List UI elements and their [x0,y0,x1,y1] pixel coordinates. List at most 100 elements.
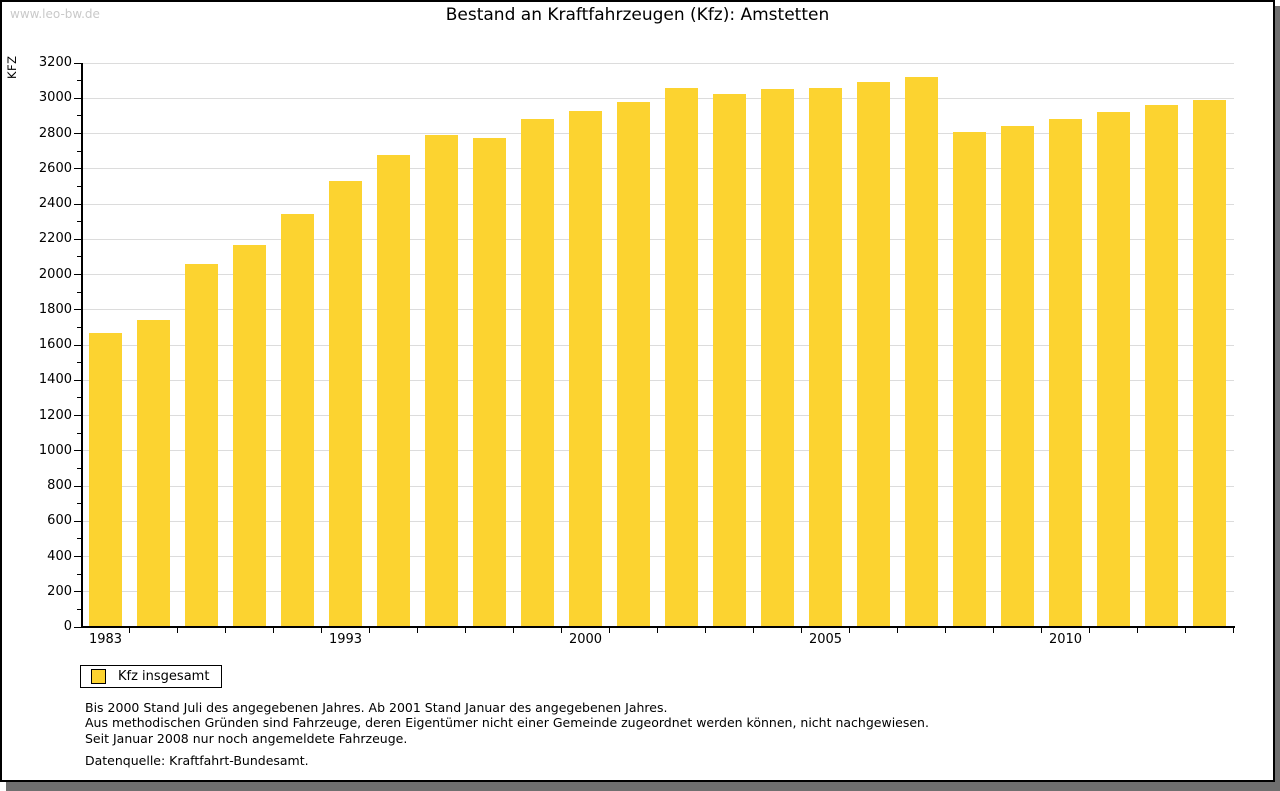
x-tick-label: 1993 [328,632,363,647]
y-tick-label: 600 [47,513,72,529]
x-tick [1185,628,1186,633]
gridline [83,344,1234,346]
bar [137,320,170,627]
y-tick-label: 400 [47,548,72,564]
x-tick-label: 2010 [1048,632,1083,647]
y-minor-tick [77,185,81,187]
y-tick-label: 3200 [38,55,72,70]
y-tick-label: 2000 [38,266,72,282]
y-tick-label: 1000 [38,442,72,458]
y-minor-tick [77,115,81,117]
y-tick-label: 2600 [38,160,72,176]
gridline [83,556,1234,557]
x-tick [225,628,226,633]
x-tick [465,628,466,633]
gridline [83,274,1234,275]
x-tick [657,628,658,633]
y-tick-label: 1600 [38,337,72,352]
y-major-tick [74,344,81,346]
bar [329,181,362,627]
y-minor-tick [77,503,81,505]
x-tick [897,628,898,633]
bar [953,131,986,627]
bar [89,332,122,627]
y-major-tick [74,238,81,240]
bar [233,244,266,627]
bar [905,77,938,627]
y-major-tick [74,626,81,628]
x-tick-label: 2005 [808,632,843,647]
gridline [83,415,1234,416]
x-tick [753,628,754,633]
legend-swatch-icon [91,669,106,684]
x-tick [1041,628,1042,633]
x-tick [1233,628,1234,633]
gridline [83,62,1234,64]
y-tick-label: 1200 [38,407,72,423]
bar [473,137,506,627]
bar [809,87,842,627]
y-minor-tick [77,608,81,610]
chart-title: Bestand an Kraftfahrzeugen (Kfz): Amstet… [445,5,830,25]
y-tick-label: 1400 [38,372,72,388]
x-tick [609,628,610,633]
y-axis [81,63,83,628]
bar [665,87,698,627]
footnote-line: Aus methodischen Gründen sind Fahrzeuge,… [85,715,929,731]
gridline [83,238,1234,240]
y-major-tick [74,520,81,522]
bar [857,81,890,627]
y-minor-tick [77,538,81,540]
gridline [83,203,1234,205]
y-tick-label: 2200 [38,231,72,247]
y-major-tick [74,485,81,487]
x-tick [849,628,850,633]
footnote-line: Bis 2000 Stand Juli des angegebenen Jahr… [85,700,668,715]
y-major-tick [74,415,81,416]
x-tick [177,628,178,633]
legend: Kfz insgesamt [80,665,223,688]
bar [185,263,218,627]
x-tick [561,628,562,633]
y-minor-tick [77,432,81,434]
y-minor-tick [77,256,81,258]
x-tick-label: 2000 [568,632,603,647]
x-tick [513,628,514,633]
y-major-tick [74,168,81,170]
x-tick-label: 1983 [88,632,123,647]
y-tick-label: 1800 [38,301,72,317]
y-tick-label: 0 [63,619,72,634]
y-major-tick [74,309,81,311]
gridline [83,379,1234,381]
x-tick [321,628,322,633]
bar [569,110,602,627]
x-tick [369,628,370,633]
gridline [83,485,1234,487]
legend-label: Kfz insgesamt [118,669,210,684]
footnotes: Bis 2000 Stand Juli des angegebenen Jahr… [85,700,929,746]
gridline [83,309,1234,311]
y-tick-label: 800 [47,478,72,493]
x-tick [705,628,706,633]
x-tick [993,628,994,633]
y-tick-label: 200 [47,583,72,599]
gridline [83,591,1234,593]
footnote-line: Seit Januar 2008 nur noch angemeldete Fa… [85,730,408,746]
gridline [83,97,1234,99]
bar [425,135,458,627]
frame-shadow-bottom [6,782,1280,791]
gridline [83,168,1234,170]
gridline [83,133,1234,134]
y-minor-tick [77,573,81,575]
frame-shadow-right [1275,6,1280,791]
x-tick [417,628,418,633]
x-tick [801,628,802,633]
y-major-tick [74,133,81,134]
bar [617,101,650,627]
x-tick [1089,628,1090,633]
watermark: www.leo-bw.de [10,7,100,21]
y-major-tick [74,591,81,593]
y-minor-tick [77,291,81,293]
